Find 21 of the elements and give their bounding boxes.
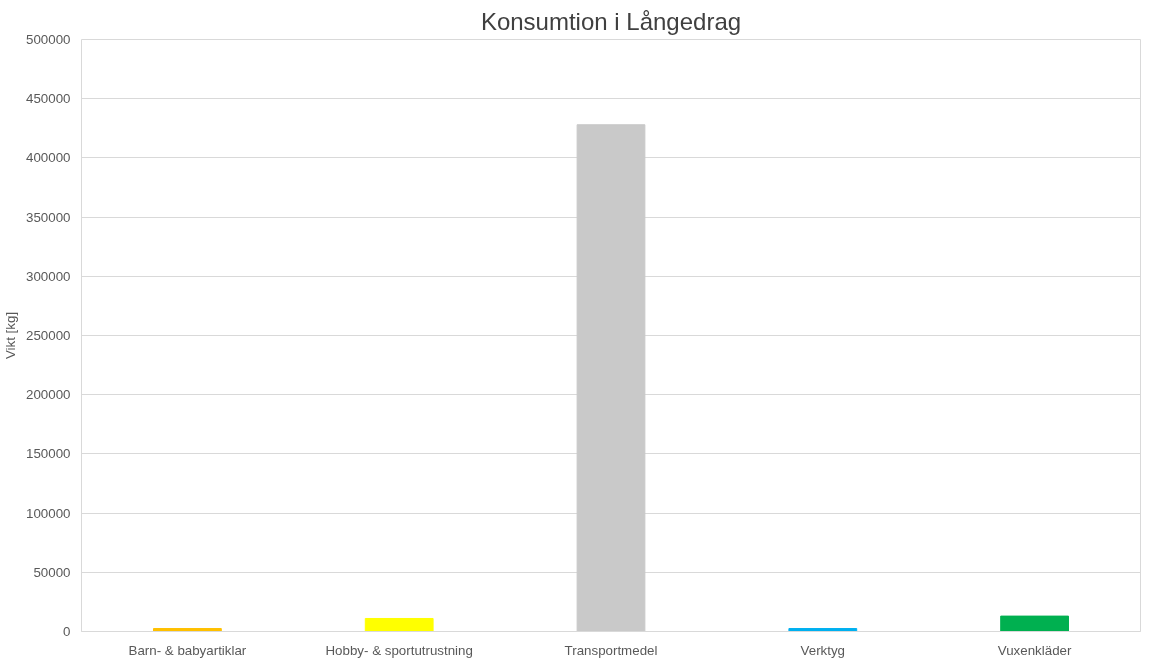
y-tick-label: 50000: [33, 564, 71, 580]
y-tick-label: 450000: [26, 91, 71, 107]
y-tick-label: 200000: [26, 387, 71, 403]
x-tick-label: Hobby- & sportutrustning: [325, 642, 473, 658]
y-tick-label: 0: [63, 624, 71, 639]
y-tick-label: 350000: [26, 209, 71, 225]
x-tick-label: Vuxenkläder: [997, 642, 1072, 658]
x-tick-label: Verktyg: [800, 642, 846, 658]
y-tick-label: 400000: [26, 150, 71, 166]
bar: [1000, 615, 1069, 632]
y-tick-label: 300000: [26, 268, 71, 284]
y-tick-label: 250000: [26, 328, 71, 343]
y-tick-label: 150000: [26, 446, 71, 462]
y-tick-label: 100000: [26, 505, 71, 521]
chart-title: Konsumtion i Långedrag: [480, 7, 742, 35]
y-tick-label: 500000: [26, 32, 71, 47]
bar: [576, 124, 646, 632]
x-tick-label: Transportmedel: [564, 642, 658, 658]
x-tick-label: Barn- & babyartiklar: [128, 642, 247, 658]
bar: [364, 617, 434, 632]
y-axis-title: Vikt [kg]: [3, 311, 19, 360]
